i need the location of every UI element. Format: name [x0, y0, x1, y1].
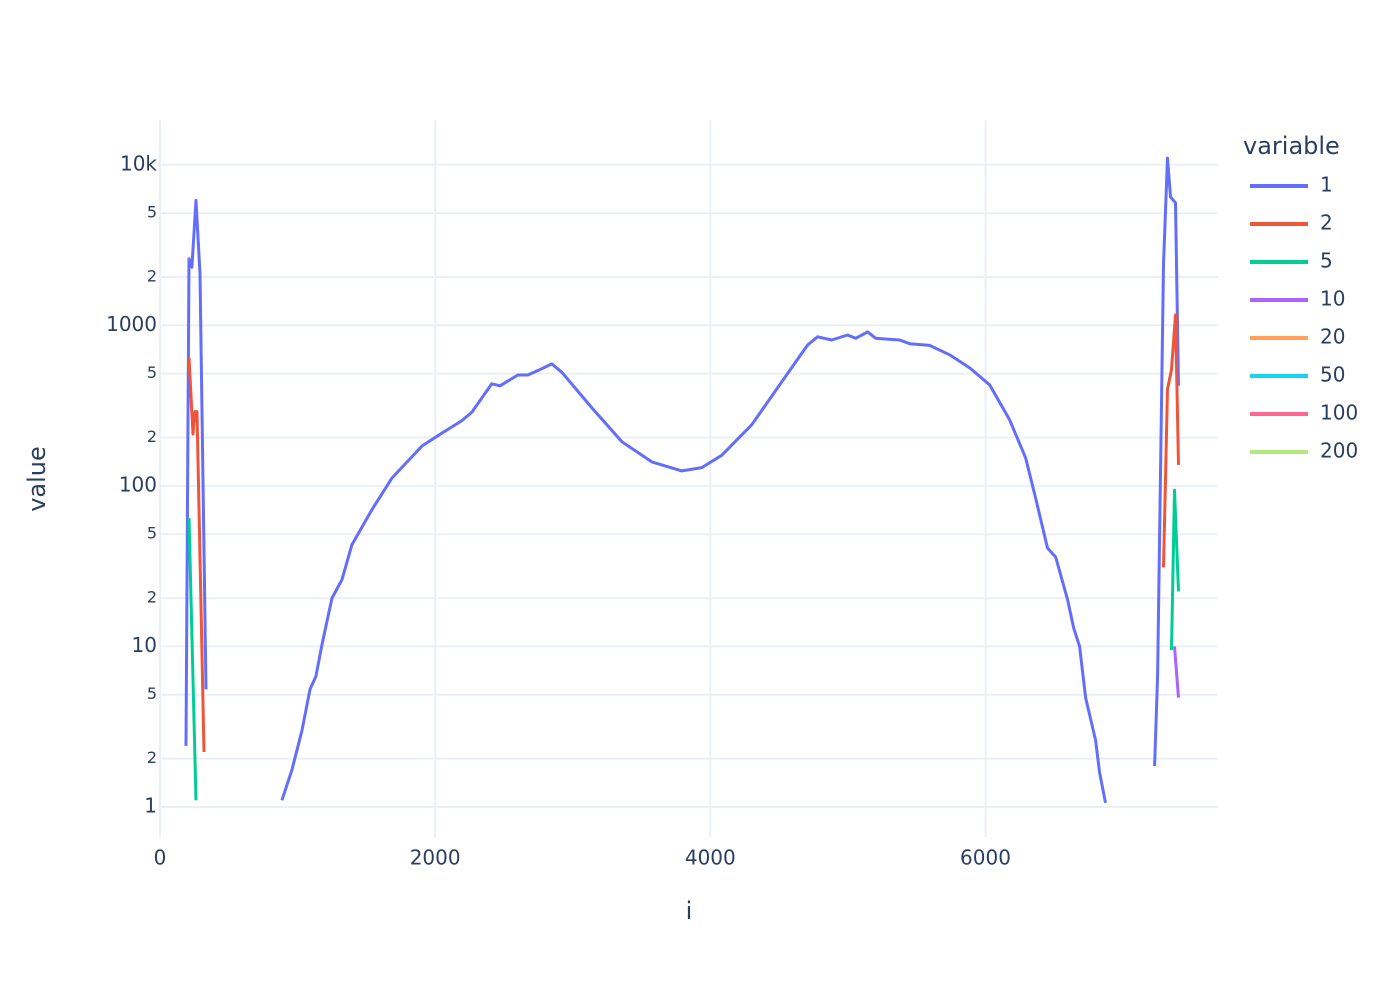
y-tick-label: 2	[147, 427, 157, 446]
y-tick-label: 2	[147, 588, 157, 607]
line-series	[1173, 646, 1180, 698]
x-tick-label: 0	[154, 846, 167, 870]
y-tick-label: 2	[147, 266, 157, 285]
legend-label: 20	[1320, 325, 1345, 349]
legend-label: 2	[1320, 211, 1333, 235]
legend-label: 1	[1320, 173, 1333, 197]
line-series	[187, 313, 1180, 753]
legend-label: 100	[1320, 401, 1358, 425]
legend-label: 5	[1320, 249, 1333, 273]
legend-item[interactable]: 200	[1250, 439, 1358, 463]
y-tick-label: 5	[147, 524, 157, 543]
y-tick-label: 1	[144, 793, 157, 817]
y-tick-label: 10	[132, 633, 157, 657]
y-tick-label: 5	[147, 363, 157, 382]
plot-area	[184, 156, 1180, 804]
line-series	[184, 156, 1180, 804]
y-tick-label: 10k	[120, 151, 157, 175]
legend-item[interactable]: 20	[1250, 325, 1345, 349]
legend-item[interactable]: 5	[1250, 249, 1333, 273]
legend-item[interactable]: 50	[1250, 363, 1345, 387]
y-axis-title: value	[23, 446, 51, 512]
line-series	[187, 488, 1180, 801]
legend-item[interactable]: 2	[1250, 211, 1333, 235]
x-tick-label: 6000	[960, 846, 1011, 870]
x-tick-label: 2000	[410, 846, 461, 870]
y-tick-label: 2	[147, 748, 157, 767]
grid	[159, 120, 1218, 837]
y-tick-label: 100	[119, 472, 157, 496]
legend-label: 200	[1320, 439, 1358, 463]
x-tick-label: 4000	[685, 846, 736, 870]
legend-item[interactable]: 100	[1250, 401, 1358, 425]
legend-title: variable	[1243, 132, 1340, 160]
legend: variable 1 2 5 10 20 50 100 200	[1243, 132, 1358, 463]
legend-item[interactable]: 1	[1250, 173, 1333, 197]
y-tick-label: 5	[147, 203, 157, 222]
legend-label: 10	[1320, 287, 1345, 311]
y-tick-label: 1000	[106, 312, 157, 336]
legend-item[interactable]: 10	[1250, 287, 1345, 311]
legend-label: 50	[1320, 363, 1345, 387]
x-axis-title: i	[686, 897, 693, 925]
y-tick-label: 5	[147, 684, 157, 703]
